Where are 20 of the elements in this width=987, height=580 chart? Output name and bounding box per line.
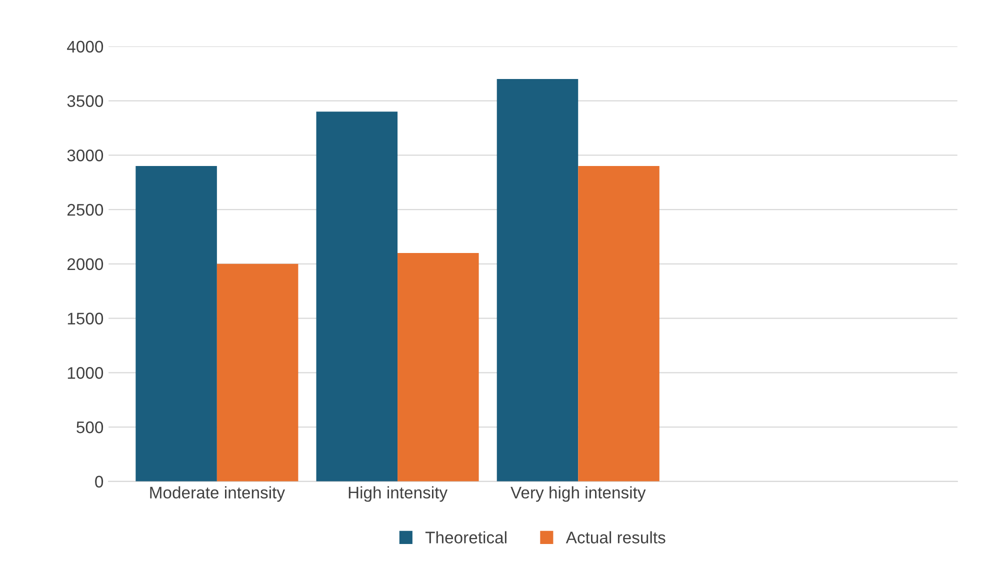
y-tick-label: 2000	[67, 258, 104, 270]
bar	[136, 166, 217, 482]
y-tick-label: 1500	[68, 312, 104, 324]
y-tick-label: 4000	[67, 40, 104, 53]
x-tick-label: High intensity	[348, 486, 448, 502]
y-tick-label: 1000	[68, 367, 104, 379]
bar	[496, 79, 578, 482]
y-tick-label: 2500	[67, 204, 104, 216]
y-tick-label: 500	[76, 421, 104, 434]
y-tick-label: 3500	[67, 95, 104, 107]
bar	[578, 166, 660, 482]
legend-label: Theoretical	[425, 531, 506, 544]
y-tick-label: 0	[95, 476, 104, 488]
bar	[316, 112, 398, 482]
bar	[398, 253, 479, 482]
y-tick-label: 3000	[67, 150, 104, 162]
bar	[216, 264, 298, 482]
x-tick-label: Moderate intensity	[150, 486, 285, 502]
legend-label: Actual results	[566, 531, 666, 544]
x-tick-label: Very high intensity	[510, 486, 646, 502]
